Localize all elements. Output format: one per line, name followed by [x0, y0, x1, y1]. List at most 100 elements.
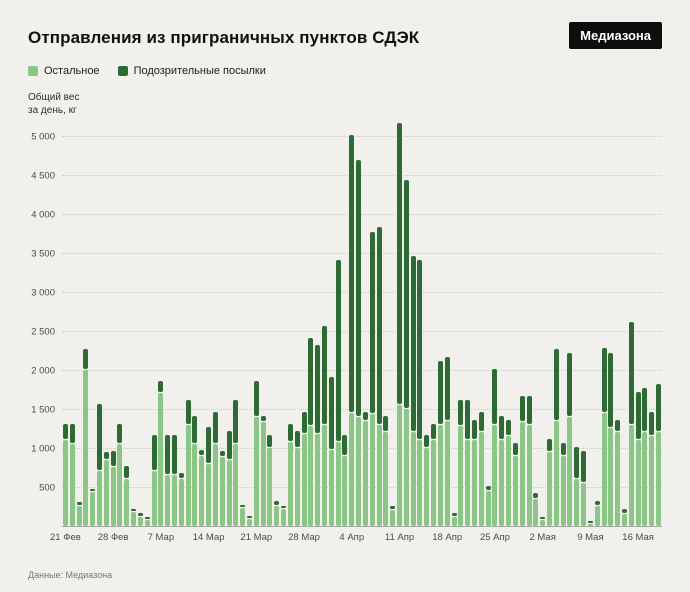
bar-segment-suspicious	[362, 411, 368, 420]
bar	[376, 226, 382, 526]
bar-segment-other	[267, 447, 273, 526]
bar	[131, 508, 137, 526]
bar-segment-other	[540, 519, 546, 526]
bar-segment-suspicious	[103, 452, 109, 459]
x-tick-label: 21 Мар	[240, 532, 273, 543]
bar-segment-other	[301, 433, 307, 526]
bar-segment-suspicious	[267, 435, 273, 447]
bar	[362, 411, 368, 526]
bar-segment-suspicious	[171, 435, 177, 475]
bar-segment-suspicious	[403, 179, 409, 408]
bar	[369, 232, 375, 526]
y-tick-label: 3 000	[31, 287, 55, 299]
bar	[226, 431, 232, 526]
bar	[540, 517, 546, 526]
bar	[621, 509, 627, 526]
bar-segment-suspicious	[212, 411, 218, 444]
bar	[212, 411, 218, 526]
bar-segment-suspicious	[315, 345, 321, 433]
bar-segment-suspicious	[185, 400, 191, 424]
x-tick-label: 25 Апр	[479, 532, 510, 543]
bar-segment-suspicious	[131, 508, 137, 511]
x-tick-label: 28 Мар	[288, 532, 320, 543]
bar-segment-suspicious	[192, 415, 198, 444]
gridline	[62, 135, 662, 137]
bar	[110, 450, 116, 526]
bar-segment-suspicious	[553, 349, 559, 420]
bar-segment-other	[294, 447, 300, 526]
bar-segment-suspicious	[137, 513, 143, 516]
x-tick-label: 9 Мая	[577, 532, 604, 543]
bar	[83, 349, 89, 526]
bar	[403, 179, 409, 526]
bar-segment-other	[431, 440, 437, 526]
bar-segment-suspicious	[69, 423, 75, 444]
bar-segment-suspicious	[110, 450, 116, 467]
y-tick-label: 1 000	[31, 443, 55, 455]
bar-segment-suspicious	[424, 435, 430, 447]
bar-segment-other	[321, 424, 327, 526]
bar-segment-other	[546, 451, 552, 526]
gridline	[62, 291, 662, 293]
x-axis-line	[62, 526, 662, 527]
legend: Остальное Подозрительные посылки	[28, 65, 662, 77]
bar-segment-suspicious	[451, 513, 457, 516]
bar	[158, 380, 164, 526]
bar-segment-suspicious	[656, 384, 662, 432]
bar	[294, 431, 300, 526]
bar-segment-suspicious	[458, 400, 464, 426]
bar-segment-other	[287, 441, 293, 526]
bar-segment-other	[124, 479, 130, 526]
bar-segment-suspicious	[117, 423, 123, 444]
bar-segment-suspicious	[485, 485, 491, 490]
bar-segment-other	[69, 444, 75, 526]
bar-segment-suspicious	[76, 501, 82, 506]
bar	[103, 452, 109, 526]
bar-segment-other	[315, 433, 321, 526]
bar-segment-other	[260, 422, 266, 526]
x-tick-label: 7 Мар	[147, 532, 175, 543]
bar-segment-suspicious	[601, 347, 607, 412]
bar-segment-suspicious	[478, 411, 484, 432]
bar	[240, 504, 246, 526]
x-tick-label: 4 Апр	[339, 532, 365, 543]
bar-segment-suspicious	[253, 380, 259, 416]
bar-segment-suspicious	[396, 122, 402, 404]
y-tick-label: 4 000	[31, 209, 55, 221]
bar-segment-other	[240, 508, 246, 526]
bar-segment-suspicious	[560, 443, 566, 455]
bar-segment-other	[233, 444, 239, 526]
bar	[567, 353, 573, 526]
bar-segment-other	[335, 441, 341, 526]
bar-segment-suspicious	[165, 435, 171, 475]
bar	[206, 427, 212, 526]
bar-segment-suspicious	[246, 516, 252, 518]
bar-segment-other	[601, 412, 607, 526]
y-tick-label: 1 500	[31, 404, 55, 416]
header: Отправления из приграничных пунктов СДЭК…	[28, 22, 662, 49]
bar-segment-other	[574, 479, 580, 526]
bar-segment-other	[506, 436, 512, 526]
bar-segment-other	[308, 426, 314, 526]
bar-segment-suspicious	[376, 226, 382, 424]
bar-segment-other	[376, 424, 382, 526]
x-tick-label: 28 Фев	[97, 532, 129, 543]
bar	[96, 404, 102, 526]
bar	[219, 450, 225, 526]
bar-segment-other	[417, 440, 423, 526]
bar-segment-other	[349, 412, 355, 526]
plot-area: 500 1 000 1 500 2 000 2 500 3 000 3 500 4 000 4 …	[31, 121, 662, 527]
bar	[274, 500, 280, 526]
bar-segment-suspicious	[260, 415, 266, 422]
bar-segment-other	[246, 518, 252, 526]
gridline	[62, 174, 662, 176]
bar-segment-suspicious	[635, 392, 641, 440]
bar	[485, 485, 491, 526]
bar-segment-other	[144, 519, 150, 526]
bar	[301, 411, 307, 526]
bar-segment-other	[356, 416, 362, 526]
gridline	[62, 252, 662, 254]
bar-segment-suspicious	[90, 489, 96, 492]
bar-segment-other	[192, 444, 198, 526]
